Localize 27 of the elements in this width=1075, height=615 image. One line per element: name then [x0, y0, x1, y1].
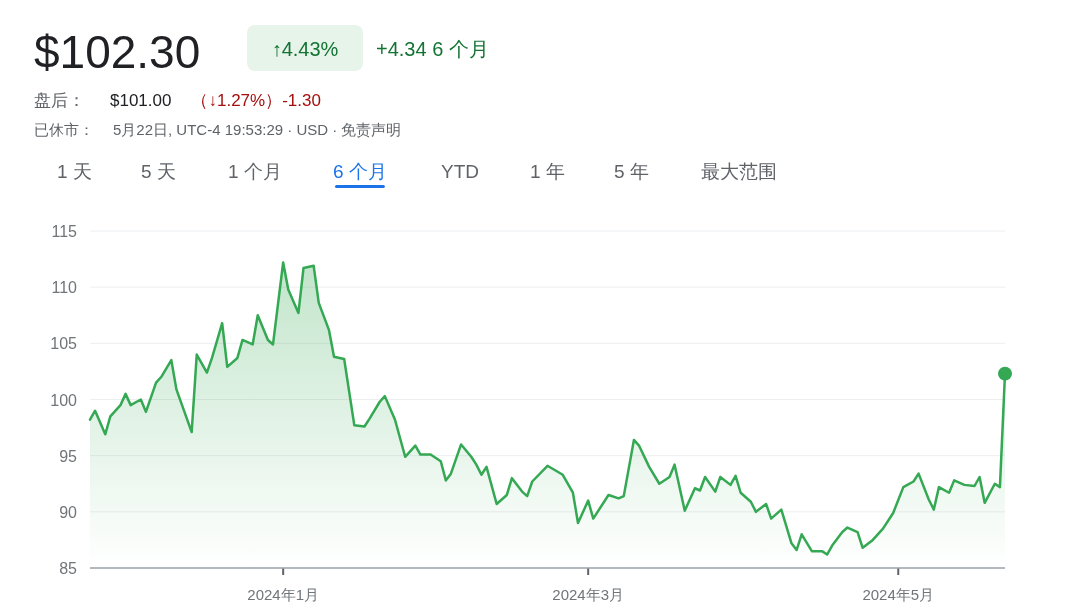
y-tick-label: 100	[50, 391, 78, 409]
text: 6 个月	[333, 161, 387, 182]
text: +4.34 6 个月	[376, 38, 489, 60]
text: $101.00	[110, 91, 172, 110]
text: 1 个月	[228, 161, 282, 182]
text: 1 年	[530, 161, 565, 182]
text: 已休市：	[34, 121, 94, 138]
y-tick-label: 90	[59, 503, 78, 521]
text: ↑4.43%	[271, 38, 339, 60]
text: -1.30	[282, 91, 321, 110]
x-tick-label: 2024年1月	[247, 586, 320, 603]
y-tick-label: 95	[59, 447, 78, 465]
chart-title: $102.30	[34, 26, 201, 78]
text: （↓1.27%）	[191, 91, 283, 110]
y-tick-label: 110	[51, 279, 78, 297]
text: 5 天	[141, 161, 176, 182]
text: 5 年	[614, 161, 649, 182]
text: 最大范围	[701, 161, 777, 182]
text: YTD	[441, 161, 479, 182]
text: 1 天	[57, 161, 92, 182]
text: 盘后：	[34, 91, 85, 110]
x-tick-label: 2024年3月	[552, 586, 625, 603]
y-tick-label: 85	[59, 560, 78, 577]
text: 5月22日, UTC-4 19:53:29 · USD · 免责声明	[113, 121, 402, 138]
y-tick-label: 115	[51, 223, 78, 240]
y-tick-label: 105	[50, 335, 78, 353]
x-tick-label: 2024年5月	[862, 586, 935, 603]
